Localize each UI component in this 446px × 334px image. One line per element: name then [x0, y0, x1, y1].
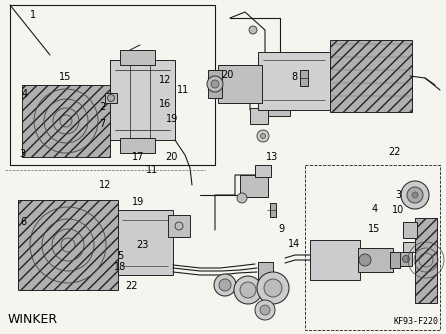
Text: 11: 11	[145, 165, 158, 175]
Bar	[270, 203, 276, 217]
Bar	[358, 248, 393, 272]
Circle shape	[359, 254, 371, 266]
Text: 3: 3	[19, 149, 25, 159]
Circle shape	[249, 26, 257, 34]
Circle shape	[260, 305, 270, 315]
Circle shape	[240, 282, 256, 298]
Circle shape	[412, 192, 418, 198]
Text: 18: 18	[114, 262, 127, 272]
Circle shape	[107, 95, 115, 102]
Bar	[300, 70, 308, 86]
Circle shape	[260, 134, 265, 139]
Text: 20: 20	[221, 70, 234, 80]
Circle shape	[219, 279, 231, 291]
Text: 9: 9	[278, 224, 284, 234]
Circle shape	[264, 279, 282, 297]
Bar	[120, 50, 155, 65]
Circle shape	[402, 256, 409, 263]
Text: 15: 15	[58, 72, 71, 82]
Bar	[218, 65, 262, 103]
Bar	[18, 200, 118, 290]
Bar	[208, 70, 222, 98]
Text: 1: 1	[30, 10, 37, 20]
Text: 14: 14	[288, 239, 301, 249]
Bar	[390, 252, 400, 268]
Bar	[400, 252, 412, 266]
Text: 20: 20	[165, 152, 178, 162]
Bar	[250, 108, 268, 124]
Bar	[415, 218, 437, 303]
Text: 19: 19	[165, 114, 178, 124]
Bar	[330, 40, 412, 112]
Bar	[268, 88, 290, 116]
Bar	[240, 175, 268, 197]
Circle shape	[175, 222, 183, 230]
Text: 5: 5	[117, 250, 124, 261]
Text: 2: 2	[99, 102, 106, 112]
Text: 11: 11	[177, 85, 189, 95]
Circle shape	[214, 274, 236, 296]
Circle shape	[237, 193, 247, 203]
Text: 22: 22	[388, 147, 401, 157]
Circle shape	[255, 300, 275, 320]
Bar	[258, 52, 330, 110]
Text: 10: 10	[392, 205, 405, 215]
Text: 17: 17	[132, 152, 145, 162]
Bar	[22, 85, 110, 157]
Text: 13: 13	[266, 152, 278, 162]
Text: 7: 7	[99, 119, 106, 129]
Circle shape	[211, 80, 219, 88]
Text: 19: 19	[132, 197, 145, 207]
Text: 23: 23	[136, 240, 149, 250]
Circle shape	[401, 181, 429, 209]
Bar	[110, 60, 175, 140]
Bar	[118, 210, 173, 275]
Bar	[120, 138, 155, 153]
Bar	[403, 242, 415, 252]
Bar	[310, 240, 360, 280]
Text: 6: 6	[21, 217, 27, 227]
Text: 4: 4	[21, 89, 28, 99]
Text: KF93-F220: KF93-F220	[393, 317, 438, 326]
Text: 12: 12	[99, 180, 111, 190]
Circle shape	[207, 76, 223, 92]
Circle shape	[257, 272, 289, 304]
Text: 4: 4	[372, 204, 378, 214]
Bar	[255, 165, 271, 177]
Bar	[403, 222, 417, 238]
Text: WINKER: WINKER	[8, 313, 58, 326]
Text: 8: 8	[291, 72, 297, 82]
Circle shape	[257, 130, 269, 142]
Circle shape	[234, 276, 262, 304]
Text: 16: 16	[159, 99, 171, 109]
Text: 15: 15	[368, 224, 381, 234]
Bar	[258, 262, 273, 280]
Text: 12: 12	[159, 75, 171, 85]
Text: 3: 3	[395, 190, 401, 200]
Text: 22: 22	[125, 281, 138, 291]
Bar	[168, 215, 190, 237]
Bar	[105, 93, 117, 103]
Circle shape	[407, 187, 423, 203]
